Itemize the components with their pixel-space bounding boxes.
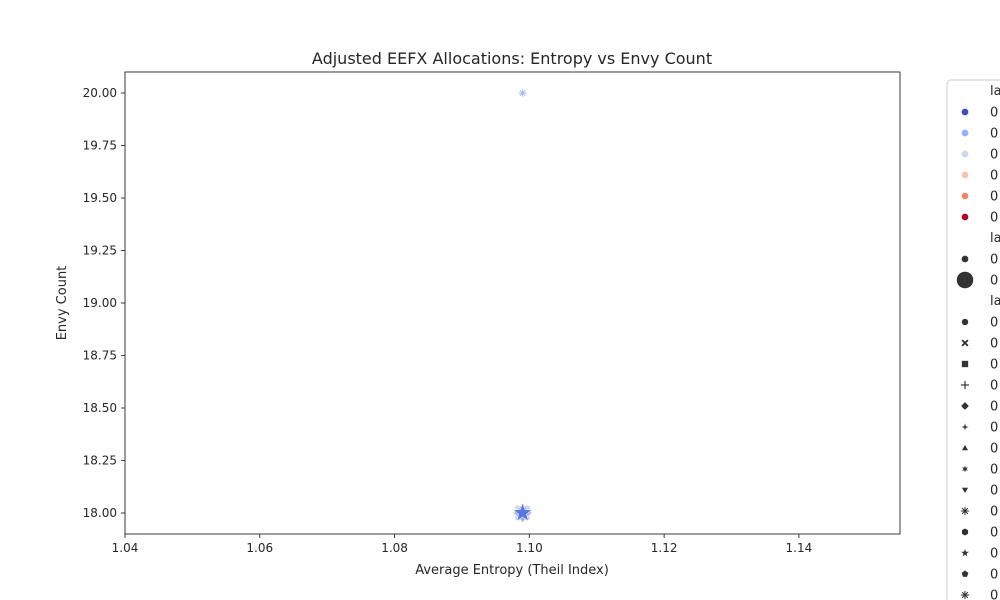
y-tick-label: 19.50 (83, 191, 117, 205)
y-axis: 18.00 18.25 18.50 18.75 19.00 19.25 19.50 19.75… (83, 86, 125, 520)
y-tick: 18.75 (83, 349, 125, 363)
y-tick-label: 20.00 (83, 86, 117, 100)
legend-style-marker (961, 339, 969, 347)
chart-title: Adjusted EEFX Allocations: Entropy vs En… (312, 49, 712, 68)
legend-label: 0 (990, 358, 998, 373)
legend-style-marker (960, 422, 970, 432)
x-tick-label: 1.06 (246, 541, 273, 555)
legend-hue-marker (961, 192, 969, 200)
legend-hue-marker (961, 213, 969, 221)
legend-label: 0 (990, 316, 998, 331)
legend-style-marker (960, 464, 970, 474)
legend-style-marker (960, 506, 970, 516)
legend-label: 0 (990, 127, 998, 142)
legend-label: 0 (990, 169, 998, 184)
legend-label: 0 (990, 190, 998, 205)
legend-style-marker (960, 380, 970, 390)
legend-label: 0 (990, 400, 998, 415)
legend-hue-marker (961, 108, 969, 116)
data-points (512, 89, 534, 523)
x-tick-label: 1.04 (112, 541, 139, 555)
plot-area (124, 71, 901, 535)
y-tick: 19.50 (83, 191, 125, 205)
x-tick: 1.10 (516, 534, 543, 555)
legend-style-marker (961, 487, 969, 494)
y-tick: 19.00 (83, 296, 125, 310)
legend-title: la (990, 84, 1000, 99)
legend-label: 0 (990, 442, 998, 457)
legend-label: 0 (990, 106, 998, 121)
y-tick: 18.00 (83, 506, 125, 520)
legend-label: 0 (990, 421, 998, 436)
x-tick-label: 1.12 (651, 541, 678, 555)
x-tick: 1.04 (112, 534, 139, 555)
legend-size-marker (961, 255, 969, 263)
y-tick-label: 18.75 (83, 349, 117, 363)
legend-title: la (990, 294, 1000, 309)
y-tick: 20.00 (83, 86, 125, 100)
legend-label: 0 (990, 484, 998, 499)
y-tick-label: 19.75 (83, 139, 117, 153)
y-tick: 19.75 (83, 139, 125, 153)
legend-hue-marker (961, 150, 969, 158)
legend-title: la (990, 231, 1000, 246)
legend-frame (946, 79, 1000, 600)
y-tick-label: 19.25 (83, 244, 117, 258)
legend-label: 0 (990, 463, 998, 478)
y-tick-label: 18.50 (83, 401, 117, 415)
y-tick: 19.25 (83, 244, 125, 258)
x-tick: 1.14 (786, 534, 813, 555)
legend-label: 0 (990, 337, 998, 352)
data-point (512, 501, 534, 522)
x-tick-label: 1.10 (516, 541, 543, 555)
y-tick: 18.50 (83, 401, 125, 415)
legend-label: 0 (990, 148, 998, 163)
legend-style-marker (960, 590, 970, 600)
x-tick: 1.06 (246, 534, 273, 555)
legend-hue-marker (961, 129, 969, 137)
x-tick-label: 1.08 (381, 541, 408, 555)
legend-label: 0 (990, 505, 998, 520)
data-point (518, 89, 527, 97)
legend-style-marker (961, 360, 969, 368)
legend-label: 0 (990, 274, 998, 289)
legend-style-marker (960, 547, 970, 558)
legend-label: 0 (990, 526, 998, 541)
legend-size-marker (956, 271, 974, 289)
legend: la 0 0 0 0 0 0 la 0 0 la 0 0 0 0 0 0 0 0 0 0 0 0 0 0 (946, 79, 1000, 600)
x-tick-label: 1.14 (786, 541, 813, 555)
legend-style-marker (961, 444, 969, 451)
legend-style-marker (960, 401, 970, 411)
y-tick-label: 19.00 (83, 296, 117, 310)
legend-label: 0 (990, 547, 998, 562)
y-axis-label: Envy Count (55, 266, 70, 341)
x-tick: 1.08 (381, 534, 408, 555)
y-tick: 18.25 (83, 454, 125, 468)
legend-style-marker (961, 528, 969, 536)
legend-label: 0 (990, 568, 998, 583)
legend-label: 0 (990, 589, 998, 600)
y-tick-label: 18.25 (83, 454, 117, 468)
legend-label: 0 (990, 379, 998, 394)
legend-hue-marker (961, 171, 969, 179)
x-axis: 1.04 1.06 1.08 1.10 1.12 1.14 (112, 534, 813, 555)
legend-label: 0 (990, 253, 998, 268)
legend-style-marker (961, 570, 969, 578)
y-tick-label: 18.00 (83, 506, 117, 520)
legend-style-marker (961, 318, 969, 326)
x-axis-label: Average Entropy (Theil Index) (415, 563, 609, 578)
legend-label: 0 (990, 211, 998, 226)
x-tick: 1.12 (651, 534, 678, 555)
